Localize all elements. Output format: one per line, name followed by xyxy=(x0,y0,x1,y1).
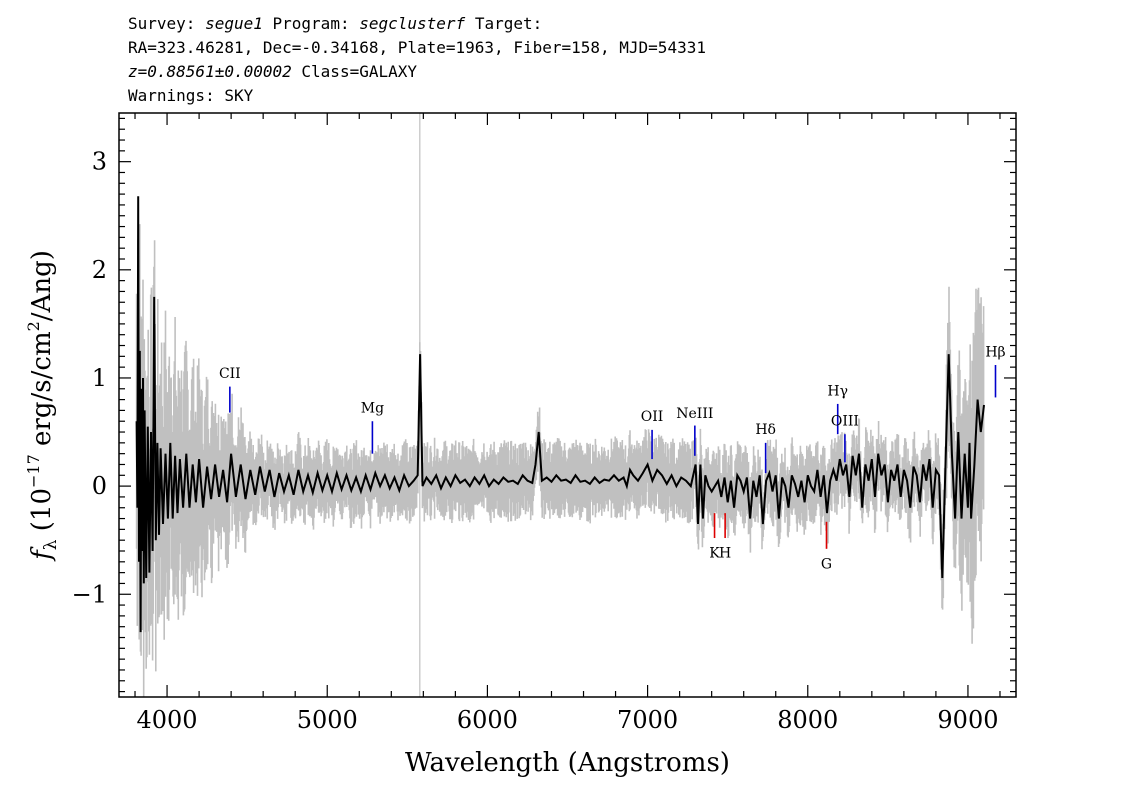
axis-ticks: 4000 5000 6000 7000 8000 9000 −1 0 1 2 3 xyxy=(72,113,1016,734)
spectrum-header: Survey: segue1 Program: segclusterf Targ… xyxy=(128,12,706,108)
survey-label: Survey: xyxy=(128,14,196,33)
y-label-pre: (10 xyxy=(27,488,57,540)
x-tick-label: 5000 xyxy=(297,706,358,734)
emission-line-label-1: Mg xyxy=(361,401,384,417)
flux-series-line xyxy=(135,196,985,633)
header-line-warnings: Warnings: SKY xyxy=(128,86,254,105)
program-value: segclusterf xyxy=(359,14,466,33)
emission-line-label-5: Hγ xyxy=(827,383,848,399)
y-tick-label: 2 xyxy=(92,256,107,284)
absorption-line-label-2: G xyxy=(821,556,832,572)
survey-value: segue1 xyxy=(205,14,263,33)
emission-line-label-7: Hβ xyxy=(985,344,1005,360)
x-tick-label: 7000 xyxy=(617,706,678,734)
x-tick-label: 4000 xyxy=(137,706,198,734)
target-label: Target: xyxy=(474,14,543,33)
emission-line-label-0: CII xyxy=(219,366,241,382)
x-tick-label: 9000 xyxy=(937,706,998,734)
y-tick-label: −1 xyxy=(72,580,107,608)
y-label-sub: λ xyxy=(41,539,61,550)
y-label-mid: erg/s/cm xyxy=(27,331,57,454)
redshift-value: z=0.88561±0.00002 xyxy=(128,62,292,81)
y-tick-label: 3 xyxy=(92,148,107,176)
x-tick-label: 8000 xyxy=(777,706,838,734)
y-label-exp2: 2 xyxy=(24,321,43,331)
error-band xyxy=(135,224,985,697)
emission-line-label-4: Hδ xyxy=(755,422,776,438)
emission-line-label-3: NeIII xyxy=(676,406,713,422)
x-axis-label: Wavelength (Angstroms) xyxy=(405,748,730,778)
class-value: Class=GALAXY xyxy=(301,62,417,81)
y-label-post: /Ang) xyxy=(27,250,57,321)
emission-line-label-6: OIII xyxy=(831,414,859,430)
absorption-line-label-0: K xyxy=(709,545,720,561)
y-tick-label: 0 xyxy=(92,472,107,500)
emission-line-label-2: OII xyxy=(641,409,664,425)
header-line-coords: RA=323.46281, Dec=-0.34168, Plate=1963, … xyxy=(128,38,706,57)
header-line-redshift: z=0.88561±0.00002 Class=GALAXY xyxy=(128,60,706,84)
y-label-exp1: −17 xyxy=(24,454,43,488)
y-axis-label: fλ (10−17 erg/s/cm2/Ang) xyxy=(24,250,61,562)
x-tick-label: 6000 xyxy=(457,706,518,734)
spectral-line-markers: CII Mg OII NeIII Hδ Hγ OIII Hβ K H G xyxy=(219,344,1006,572)
header-line-survey: Survey: segue1 Program: segclusterf Targ… xyxy=(128,12,706,36)
y-tick-label: 1 xyxy=(92,364,107,392)
program-label: Program: xyxy=(272,14,350,33)
absorption-line-label-1: H xyxy=(719,545,731,561)
plot-frame xyxy=(118,112,1017,698)
error-envelope xyxy=(135,224,985,697)
